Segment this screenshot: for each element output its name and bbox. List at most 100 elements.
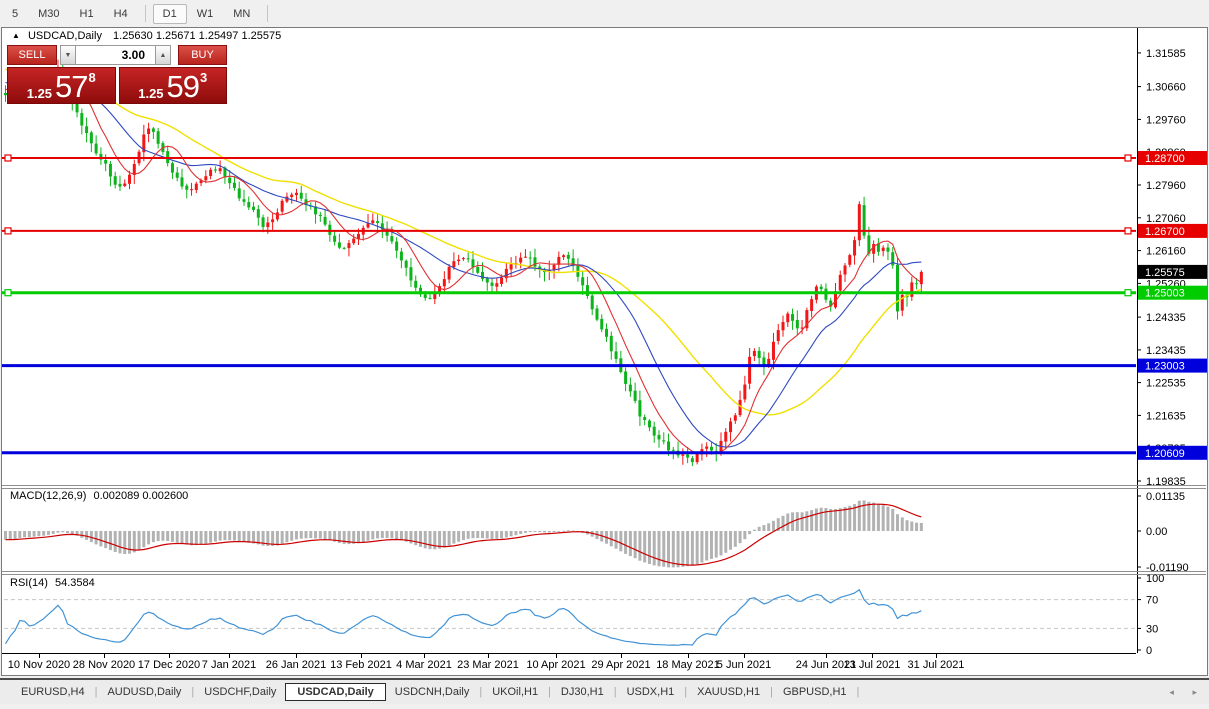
tab-scroll-right-icon[interactable]: ▸ xyxy=(1192,687,1197,697)
chart-ohlc-values: 1.25630 1.25671 1.25497 1.25575 xyxy=(113,30,282,42)
date-axis[interactable]: 10 Nov 2020 28 Nov 2020 17 Dec 2020 7 Jan 2… xyxy=(2,653,1136,671)
sell-price-main: 1.25 xyxy=(26,86,53,101)
svg-text:1.23435: 1.23435 xyxy=(1146,345,1186,357)
tab-scroll-arrows: ◂ ▸ xyxy=(1153,687,1197,698)
chart-tab-audusd-daily[interactable]: AUDUSD,Daily xyxy=(107,686,182,698)
chart-tab-usdchf-daily[interactable]: USDCHF,Daily xyxy=(204,686,277,698)
svg-text:18 May 2021: 18 May 2021 xyxy=(656,659,720,671)
svg-text:-0.01190: -0.01190 xyxy=(1146,562,1189,574)
timeframe-button-m30[interactable]: M30 xyxy=(38,7,60,20)
timeframe-button-w1[interactable]: W1 xyxy=(196,7,214,20)
chart-tab-usdcnh-daily[interactable]: USDCNH,Daily xyxy=(394,686,470,698)
svg-text:1.26160: 1.26160 xyxy=(1146,246,1186,258)
svg-text:100: 100 xyxy=(1146,573,1164,585)
volume-increase-button[interactable]: ▲ xyxy=(155,45,171,65)
chart-tab-bar: EURUSD,H4 | AUDUSD,Daily | USDCHF,Daily USDCA… xyxy=(0,678,1209,704)
price-axis[interactable]: 1.315851.306601.297601.288601.279601.270… xyxy=(1137,28,1207,653)
buy-price-box[interactable]: 1.25 59 3 xyxy=(118,67,227,105)
tab-separator: | xyxy=(548,686,551,698)
hline-1.28700[interactable] xyxy=(2,154,1136,162)
svg-text:1.28700: 1.28700 xyxy=(1145,153,1185,165)
chart-tab-ukoil-h1[interactable]: UKOil,H1 xyxy=(492,686,539,698)
chart-tabs: EURUSD,H4 | AUDUSD,Daily | USDCHF,Daily USDCA… xyxy=(12,683,860,701)
svg-text:26 Jan 2021: 26 Jan 2021 xyxy=(266,659,327,671)
volume-decrease-button[interactable]: ▼ xyxy=(60,45,76,65)
chart-tab-usdx-h1[interactable]: USDX,H1 xyxy=(626,686,675,698)
svg-text:7 Jan 2021: 7 Jan 2021 xyxy=(202,659,256,671)
macd-label: MACD(12,26,9) 0.002089 0.002600 xyxy=(10,490,188,502)
macd-signal-line xyxy=(5,503,922,566)
svg-text:1.26700: 1.26700 xyxy=(1145,226,1185,238)
sell-price-point: 8 xyxy=(88,70,96,85)
svg-text:1.31585: 1.31585 xyxy=(1146,48,1186,60)
hline-1.25003[interactable] xyxy=(2,289,1136,297)
rsi-value: 54.3584 xyxy=(54,577,95,589)
svg-text:28 Nov 2020: 28 Nov 2020 xyxy=(73,659,135,671)
svg-text:10 Apr 2021: 10 Apr 2021 xyxy=(526,659,585,671)
tab-separator: | xyxy=(856,686,860,698)
svg-text:31 Jul 2021: 31 Jul 2021 xyxy=(908,659,965,671)
sell-button[interactable]: SELL xyxy=(7,45,57,65)
macd-indicator: 0.01135 0.00 -0.01190 xyxy=(4,491,1189,574)
rsi-indicator: 100 70 30 0 xyxy=(4,573,1164,657)
svg-text:1.24335: 1.24335 xyxy=(1146,312,1186,324)
svg-text:1.29760: 1.29760 xyxy=(1146,114,1186,126)
hline-1.26700[interactable] xyxy=(2,227,1136,235)
buy-price-pips: 59 xyxy=(166,69,200,105)
timeframe-button-d1[interactable]: D1 xyxy=(152,3,187,24)
timeframe-button-mn[interactable]: MN xyxy=(233,7,251,20)
svg-text:30: 30 xyxy=(1146,623,1158,635)
timeframe-button-5[interactable]: 5 xyxy=(12,7,19,20)
buy-price-main: 1.25 xyxy=(138,86,164,101)
rsi-label: RSI(14) 54.3584 xyxy=(10,577,95,589)
chart-tab-dj30-h1[interactable]: DJ30,H1 xyxy=(560,686,604,698)
axis-price-label: 1.20609 xyxy=(1138,445,1207,460)
svg-text:0: 0 xyxy=(1146,645,1152,657)
svg-text:1.30660: 1.30660 xyxy=(1146,82,1186,94)
tab-separator: | xyxy=(94,686,98,698)
chart-tab-xauusd-h1[interactable]: XAUUSD,H1 xyxy=(697,686,761,698)
svg-text:70: 70 xyxy=(1146,595,1158,607)
ma-fast-red xyxy=(5,80,922,455)
macd-title: MACD(12,26,9) xyxy=(10,490,87,502)
tab-scroll-left-icon[interactable]: ◂ xyxy=(1169,687,1174,697)
chart-tab-eurusd-h4[interactable]: EURUSD,H4 xyxy=(21,686,85,698)
timeframe-button-h1[interactable]: H1 xyxy=(79,7,94,20)
collapse-objects-icon[interactable]: ▲ xyxy=(12,31,20,40)
svg-text:1.20609: 1.20609 xyxy=(1145,448,1185,460)
svg-text:17 Dec 2020: 17 Dec 2020 xyxy=(138,659,200,671)
axis-price-label: 1.28700 xyxy=(1138,151,1207,165)
svg-text:5 Jun 2021: 5 Jun 2021 xyxy=(717,659,771,671)
svg-text:29 Apr 2021: 29 Apr 2021 xyxy=(591,659,650,671)
tab-separator: | xyxy=(684,686,688,698)
buy-price-point: 3 xyxy=(200,70,208,85)
buy-button[interactable]: BUY xyxy=(178,45,227,65)
svg-text:1.25003: 1.25003 xyxy=(1145,288,1185,300)
tab-separator: | xyxy=(479,686,483,698)
axis-price-label: 1.25575 xyxy=(1138,264,1207,279)
svg-text:13 Feb 2021: 13 Feb 2021 xyxy=(330,659,392,671)
sell-price-box[interactable]: 1.25 57 8 xyxy=(7,67,116,104)
chart-tab-usdcad-daily[interactable]: USDCAD,Daily xyxy=(285,683,386,701)
rsi-title: RSI(14) xyxy=(10,577,48,589)
svg-text:10 Nov 2020: 10 Nov 2020 xyxy=(8,659,70,671)
timeframe-toolbar: 5 M30 H1 H4 D1 W1 MN xyxy=(0,0,1209,27)
rsi-line xyxy=(4,588,922,646)
timeframe-button-h4[interactable]: H4 xyxy=(113,7,128,20)
trade-panel-prices: 1.25 57 8 1.25 59 3 xyxy=(7,67,227,104)
toolbar-separator xyxy=(267,5,269,22)
trade-panel-controls: SELL ▼ ▲ BUY xyxy=(7,45,227,65)
volume-input[interactable] xyxy=(76,45,155,65)
svg-text:1.19835: 1.19835 xyxy=(1146,476,1186,488)
svg-text:24 Jun 2021: 24 Jun 2021 xyxy=(796,659,857,671)
axis-price-label: 1.25003 xyxy=(1138,285,1207,300)
svg-text:1.25575: 1.25575 xyxy=(1145,267,1185,279)
svg-text:1.23003: 1.23003 xyxy=(1145,361,1185,373)
svg-text:1.21635: 1.21635 xyxy=(1146,410,1186,422)
axis-price-label: 1.26700 xyxy=(1138,223,1207,238)
chart-tab-gbpusd-h1[interactable]: GBPUSD,H1 xyxy=(782,686,847,698)
one-click-trading-panel: SELL ▼ ▲ BUY 1.25 57 8 1.25 59 3 xyxy=(7,45,227,104)
svg-text:1.27960: 1.27960 xyxy=(1146,180,1186,192)
down-arrow-icon: ▼ xyxy=(64,51,72,59)
